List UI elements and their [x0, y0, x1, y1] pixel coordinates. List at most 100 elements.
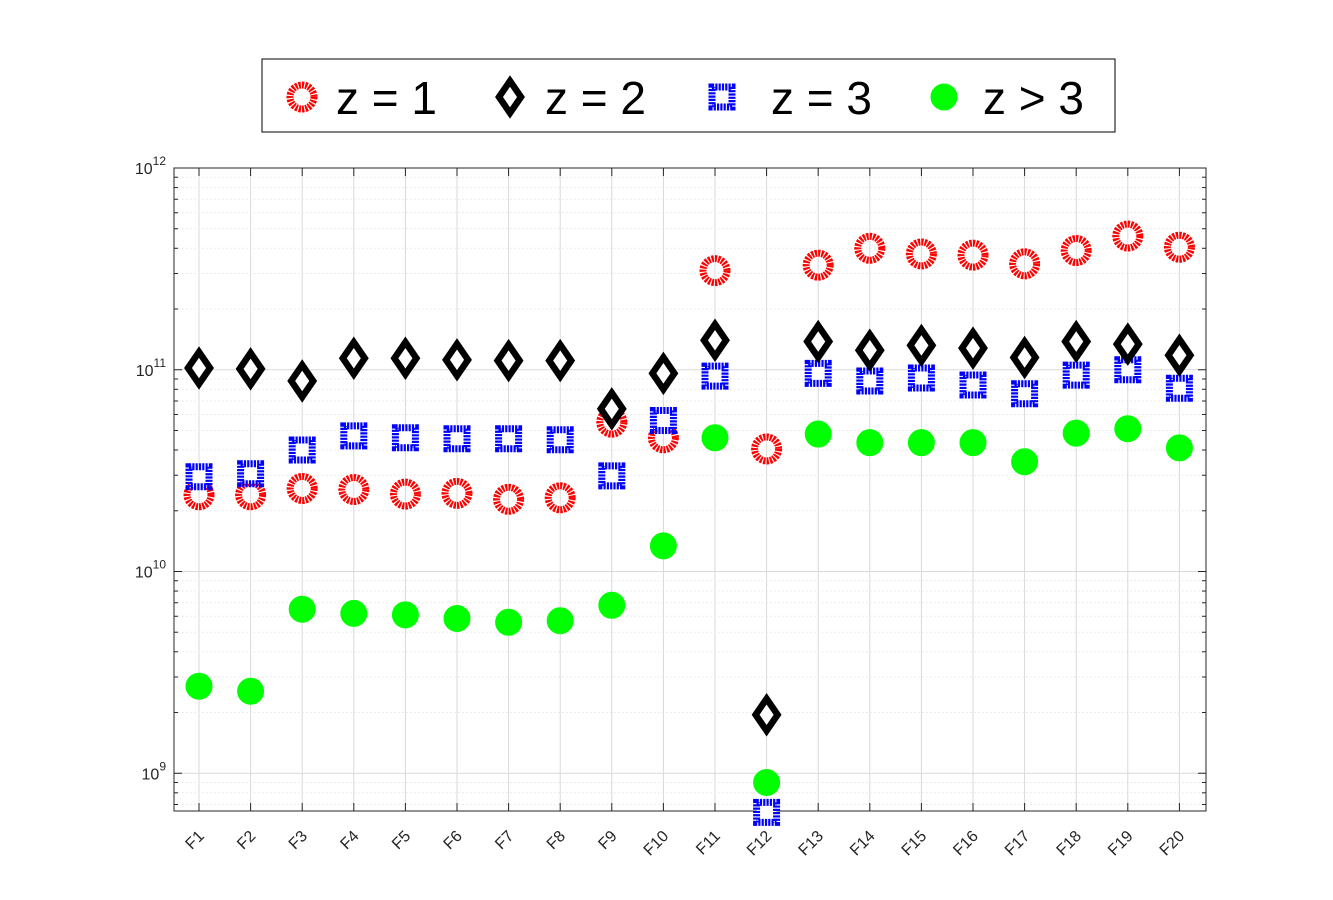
data-point — [286, 472, 318, 504]
data-point — [906, 323, 937, 368]
data-point — [753, 798, 781, 826]
data-marks — [183, 220, 1195, 826]
data-point — [596, 387, 627, 431]
y-tick-label: 1012 — [135, 154, 166, 178]
x-tick-label: F10 — [641, 828, 673, 860]
data-point — [598, 462, 626, 490]
data-point — [1163, 231, 1195, 263]
x-tick-label: F7 — [492, 828, 517, 853]
legend-item: z = 2 — [495, 72, 646, 124]
data-point — [237, 677, 265, 705]
data-point — [856, 367, 884, 395]
legend-label: z = 3 — [771, 72, 872, 124]
data-point — [803, 319, 834, 364]
legend-label: z = 2 — [545, 72, 646, 124]
x-tick-label: F19 — [1105, 828, 1137, 860]
data-point — [1112, 220, 1144, 252]
series-5 — [753, 768, 781, 796]
legend: z = 1 z = 2 z = 3 z > 3 — [261, 58, 1116, 133]
data-point — [544, 482, 576, 514]
data-point — [1165, 374, 1193, 402]
data-point — [340, 599, 368, 627]
data-point — [699, 255, 731, 287]
data-point — [185, 672, 213, 700]
data-point — [856, 429, 884, 457]
y-tick-label: 1011 — [136, 356, 167, 380]
data-point — [287, 359, 318, 403]
legend-item: z = 1 — [286, 72, 437, 124]
data-point — [493, 483, 525, 515]
data-point — [389, 478, 421, 510]
data-point — [751, 693, 782, 737]
data-point — [1009, 248, 1041, 280]
legend-box — [261, 58, 1116, 133]
data-point — [288, 595, 316, 623]
data-point — [391, 601, 419, 629]
axes — [173, 167, 1207, 812]
y-tick-label: 109 — [142, 759, 167, 783]
x-tick-label: F11 — [693, 828, 724, 859]
data-point — [958, 326, 988, 370]
legend-item: z = 3 — [708, 72, 872, 124]
data-point — [907, 429, 935, 457]
data-point — [1011, 380, 1039, 408]
x-tick-label: F13 — [796, 828, 828, 860]
data-point — [804, 420, 832, 448]
data-point — [648, 351, 679, 396]
series-3 — [185, 356, 1193, 826]
data-point — [701, 424, 729, 452]
x-tick-label: F4 — [337, 828, 362, 853]
data-point — [1112, 322, 1143, 366]
x-tick-label: F3 — [286, 828, 311, 853]
data-point — [288, 436, 316, 464]
data-point — [185, 463, 213, 491]
data-point — [751, 433, 783, 465]
data-point — [493, 338, 524, 383]
legend-marker — [495, 75, 525, 119]
data-point — [959, 371, 987, 399]
plot-area — [174, 168, 1206, 811]
legend-item: z > 3 — [930, 72, 1084, 124]
axes-box — [173, 167, 1207, 812]
data-point — [235, 347, 266, 391]
data-point — [391, 424, 419, 452]
x-tick-label: F17 — [1002, 828, 1034, 860]
data-point — [1060, 235, 1092, 267]
legend-marker — [286, 81, 318, 113]
data-point — [1164, 333, 1195, 377]
data-point — [598, 591, 626, 619]
data-point — [545, 338, 576, 383]
data-point — [338, 336, 369, 381]
series-2 — [184, 318, 1195, 737]
data-point — [184, 346, 214, 390]
x-tick-label: F5 — [389, 828, 414, 853]
x-tick-label: F14 — [847, 828, 879, 860]
data-point — [959, 429, 987, 457]
x-tick-label: F16 — [950, 828, 982, 860]
data-point — [546, 607, 574, 635]
x-tick-label: F9 — [595, 828, 620, 853]
x-tick-label: F15 — [899, 828, 931, 860]
data-point — [495, 608, 523, 636]
data-point — [957, 239, 989, 271]
legend-label: z = 1 — [336, 72, 437, 124]
data-point — [1165, 434, 1193, 462]
grid — [174, 167, 1206, 811]
data-point — [700, 318, 730, 363]
x-tick-label: F8 — [544, 828, 569, 853]
data-point — [443, 425, 471, 453]
data-point — [237, 460, 265, 488]
x-tick-label: F2 — [234, 828, 259, 853]
data-point — [495, 425, 523, 453]
data-point — [1061, 319, 1092, 364]
data-point — [1009, 335, 1040, 380]
x-tick-label: F20 — [1157, 828, 1189, 860]
data-point — [854, 328, 885, 372]
data-point — [649, 532, 677, 560]
data-point — [701, 362, 729, 390]
x-tick-label: F1 — [183, 828, 208, 853]
legend-marker — [930, 83, 958, 111]
y-tick-label: 1010 — [135, 558, 166, 582]
data-point — [649, 407, 677, 435]
